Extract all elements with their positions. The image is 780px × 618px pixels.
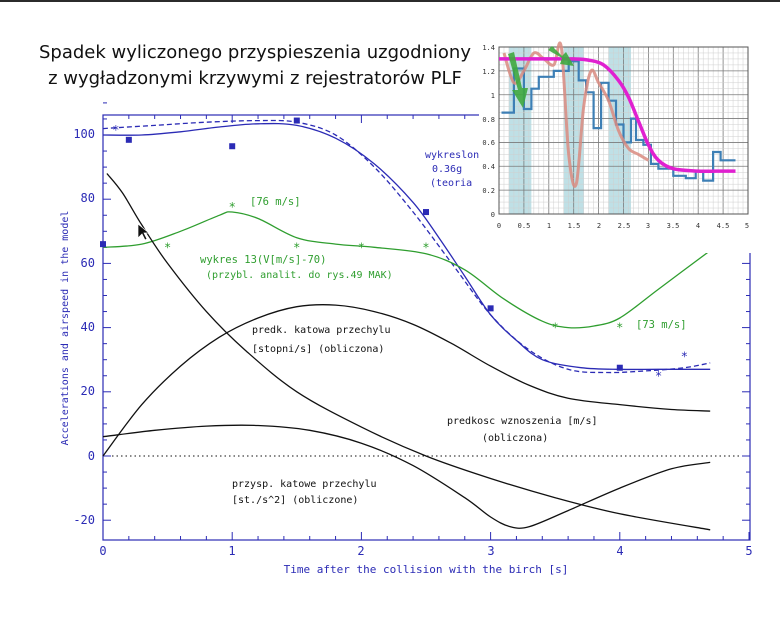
annotation-predkosc-wznoszenia-note: (obliczona): [482, 433, 548, 444]
x-tick-label: 1: [228, 544, 235, 558]
data-marker-star: *: [293, 240, 300, 254]
series-black_decay: [106, 173, 711, 531]
top-rule: [0, 0, 780, 2]
data-marker-star: *: [164, 240, 171, 254]
y-tick-label: 80: [81, 191, 95, 205]
inset-x-tick-label: 4.5: [717, 222, 730, 230]
series-black_angular_rate: [102, 304, 711, 457]
annotation-wykres13: wykres 13(V[m/s]-70): [200, 254, 326, 266]
main-plot-layer: *********** 0 1 2 3 4 5 -20 0 20 40 60 8…: [60, 102, 753, 576]
inset-arrows-group: [508, 46, 574, 108]
inset-y-tick-label: 0.4: [482, 163, 495, 171]
data-marker-star: *: [616, 321, 623, 335]
data-marker-square: [616, 364, 623, 371]
mouse-cursor-icon: [137, 223, 150, 241]
x-tick-label: 3: [487, 544, 494, 558]
inset-series-magenta_smoothed: [499, 57, 736, 174]
annotation-blue-label-1: wykreslon: [425, 150, 479, 161]
x-tick-label: 0: [99, 544, 106, 558]
y-axis-label: Accelerations and airspeed in the model: [60, 211, 71, 446]
series-blue_solid: [102, 122, 711, 371]
annotation-73ms: [73 m/s]: [636, 319, 687, 331]
main-markers-group: ***********: [100, 117, 688, 383]
inset-series-salmon_raw: [502, 41, 650, 188]
inset-y-tick-label: 1: [491, 92, 495, 100]
x-tick-label: 2: [357, 544, 364, 558]
x-tick-label: 4: [616, 544, 623, 558]
data-marker-square: [423, 209, 429, 216]
inset-x-tick-label: 1.5: [568, 222, 581, 230]
y-tick-label: 40: [81, 320, 95, 334]
annotation-predk-katowa: predk. katowa przechylu: [252, 325, 390, 336]
y-tick-label: -20: [73, 513, 95, 527]
data-marker-star: *: [552, 321, 559, 335]
inset-y-tick-label: 0.2: [482, 187, 495, 195]
inset-recorder-plot: 0 0.2 0.4 0.6 0.8 1 1.2 1.4 0 0.5 1 1.5 …: [479, 41, 765, 253]
inset-series-group: [499, 41, 736, 188]
annotation-76ms: [76 m/s]: [250, 196, 301, 208]
data-marker-star: *: [358, 240, 365, 254]
inset-x-tick-label: 3: [646, 222, 650, 230]
inset-grid-group: [498, 46, 749, 215]
inset-x-tick-label: 1: [547, 222, 551, 230]
inset-x-tick-label: 5: [745, 222, 749, 230]
data-marker-square: [229, 143, 236, 150]
data-marker-square: [100, 241, 106, 248]
data-marker-star: *: [229, 200, 236, 214]
slide-title-line-1: Spadek wyliczonego przyspieszenia uzgodn…: [39, 42, 471, 63]
inset-x-tick-label: 2: [597, 222, 601, 230]
annotation-przysp-katowe: przysp. katowe przechylu: [232, 479, 377, 490]
inset-x-tick-label: 0.5: [518, 222, 531, 230]
annotation-przysp-katowe-unit: [st./s^2] (obliczone): [232, 495, 358, 506]
data-marker-square: [125, 136, 132, 143]
y-tick-label: 60: [81, 256, 95, 270]
series-blue_dashed: [102, 119, 711, 374]
inset-x-tick-label: 2.5: [618, 222, 631, 230]
inset-y-tick-label: 1.2: [482, 68, 495, 76]
y-tick-label: 100: [73, 127, 95, 141]
annotation-predkosc-wznoszenia: predkosc wznoszenia [m/s]: [447, 416, 598, 427]
annotation-predk-katowa-unit: [stopni/s] (obliczona): [252, 344, 384, 355]
inset-y-tick-label: 1.4: [482, 44, 495, 52]
slide-title-line-2: z wygładzonymi krzywymi z rejestratorów …: [48, 68, 462, 89]
inset-x-tick-label: 4: [696, 222, 700, 230]
data-marker-square: [293, 117, 300, 124]
data-marker-star: *: [422, 240, 429, 254]
inset-arrow-icon: [548, 46, 574, 66]
main-series-group: [102, 119, 711, 531]
data-marker-star: *: [112, 123, 119, 137]
inset-series-steel_step: [501, 60, 736, 182]
x-tick-label: 5: [745, 544, 752, 558]
x-axis-label: Time after the collision with the birch …: [284, 563, 569, 576]
data-marker-square: [487, 305, 494, 312]
annotation-blue-label-2: 0.36g: [432, 164, 462, 175]
inset-x-tick-label: 0: [497, 222, 501, 230]
annotation-wykres13-note: (przybl. analit. do rys.49 MAK): [206, 270, 393, 281]
inset-frame: [498, 46, 749, 215]
inset-y-tick-label: 0.6: [482, 139, 495, 147]
inset-arrow-icon: [508, 52, 528, 108]
annotation-blue-label-3: (teoria: [430, 178, 472, 189]
inset-x-tick-label: 3.5: [667, 222, 680, 230]
series-green_airspeed: [102, 211, 711, 329]
data-marker-star: *: [655, 369, 662, 383]
y-tick-label: 20: [81, 384, 95, 398]
data-marker-star: *: [681, 349, 688, 363]
inset-y-tick-label: 0.8: [482, 116, 495, 124]
inset-y-tick-label: 0: [491, 211, 495, 219]
series-black_vertical_speed: [102, 424, 711, 529]
y-tick-label: 0: [88, 449, 95, 463]
